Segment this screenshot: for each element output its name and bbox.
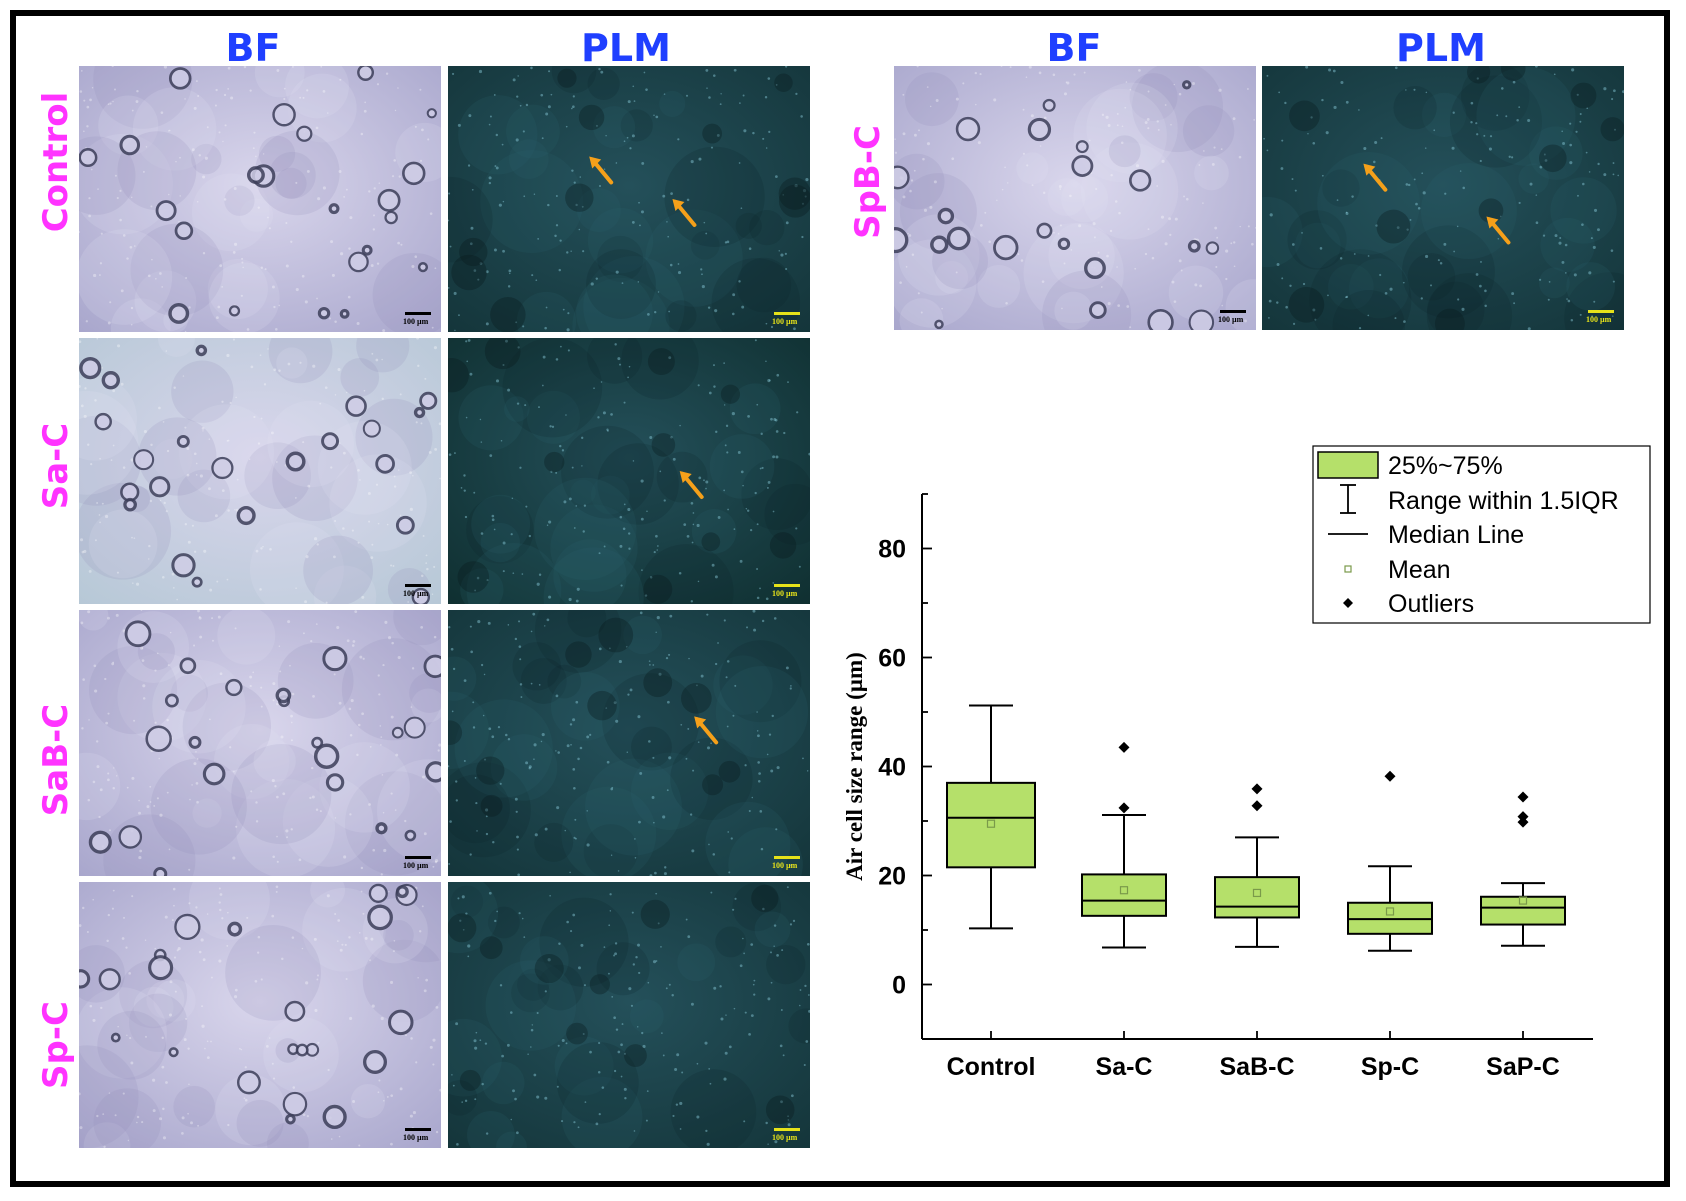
outlier-point [1517, 811, 1529, 823]
box-sa-c [1081, 741, 1167, 949]
legend: 25%~75% Range within 1.5IQR Median Line Mea… [1312, 445, 1651, 624]
legend-entry-label: Mean [1388, 556, 1451, 584]
bf-micrograph-sa-c [79, 338, 441, 604]
box-sp-c [1347, 770, 1433, 952]
outlier-point [1517, 791, 1529, 803]
scale-bar-label: 100 µm [772, 317, 798, 326]
scale-bar [774, 1128, 800, 1131]
scale-bar [774, 856, 800, 859]
legend-swatch-mean [1344, 565, 1352, 573]
legend-entry-label: Range within 1.5IQR [1388, 487, 1619, 515]
scale-bar [405, 1128, 431, 1131]
x-tick-label: Control [947, 1053, 1036, 1081]
mean-marker [1518, 896, 1528, 905]
legend-entry-label: Median Line [1388, 521, 1524, 549]
x-tick-label: Sa-C [1096, 1053, 1153, 1081]
bf-micrograph-control [79, 66, 441, 332]
box-sab-c [1214, 783, 1300, 948]
col-header-plm-left: PLM [581, 26, 671, 70]
scale-bar-label: 100 µm [403, 861, 429, 870]
legend-swatch-box [1317, 451, 1379, 479]
bf-micrograph-sab-c [79, 610, 441, 876]
y-tick-label: 0 [892, 972, 906, 1000]
scale-bar [774, 312, 800, 315]
col-header-bf-right: BF [1046, 26, 1102, 70]
scale-bar-label: 100 µm [1218, 315, 1244, 324]
mean-marker [1119, 886, 1129, 895]
annotation-arrow-icon [1486, 216, 1511, 245]
iqr-box [1081, 873, 1167, 917]
box-sap-c [1480, 791, 1566, 947]
annotation-arrow-icon [589, 156, 614, 185]
scale-bar-label: 100 µm [403, 1133, 429, 1142]
mean-marker [986, 819, 996, 828]
iqr-box [946, 781, 1036, 869]
scale-bar-label: 100 µm [403, 589, 429, 598]
scale-bar-label: 100 µm [772, 589, 798, 598]
plm-micrograph-sab-c [448, 610, 810, 876]
x-tick-label: Sp-C [1361, 1053, 1419, 1081]
outlier-point [1251, 800, 1263, 812]
legend-entry-label: 25%~75% [1388, 452, 1503, 480]
y-tick-label: 80 [878, 536, 906, 564]
plm-micrograph-sp-c [448, 882, 810, 1148]
annotation-arrow-icon [694, 716, 719, 745]
plm-micrograph-spb-c [1262, 66, 1624, 330]
annotation-arrow-icon [1363, 163, 1388, 192]
x-tick-label: SaB-C [1219, 1053, 1294, 1081]
iqr-box [1480, 895, 1566, 926]
iqr-box [1214, 876, 1300, 919]
plm-micrograph-sa-c [448, 338, 810, 604]
scale-bar-label: 100 µm [403, 317, 429, 326]
scale-bar [1588, 310, 1614, 313]
bf-micrograph-sp-c [79, 882, 441, 1148]
col-header-plm-right: PLM [1396, 26, 1486, 70]
box-control [946, 704, 1036, 930]
scale-bar-label: 100 µm [772, 1133, 798, 1142]
scale-bar [405, 584, 431, 587]
scale-bar [405, 312, 431, 315]
mean-marker [1385, 907, 1395, 916]
y-tick-label: 40 [878, 754, 906, 782]
outlier-point [1118, 802, 1130, 814]
col-header-bf-left: BF [225, 26, 281, 70]
scale-bar [405, 856, 431, 859]
scale-bar-label: 100 µm [772, 861, 798, 870]
outlier-point [1118, 741, 1130, 753]
outlier-point [1251, 783, 1263, 795]
scale-bar [1220, 310, 1246, 313]
scale-bar [774, 584, 800, 587]
x-tick-label: SaP-C [1486, 1053, 1560, 1081]
mean-marker [1252, 888, 1262, 898]
y-axis-label: Air cell size range (µm) [842, 652, 867, 881]
legend-swatch-outlier [1343, 598, 1353, 608]
outlier-point [1384, 770, 1396, 782]
y-tick-label: 20 [878, 863, 906, 891]
plm-micrograph-control [448, 66, 810, 332]
scale-bar-label: 100 µm [1586, 315, 1612, 324]
bf-micrograph-spb-c [894, 66, 1256, 330]
annotation-arrow-icon [672, 199, 697, 227]
annotation-arrow-icon [679, 471, 704, 499]
legend-entry-label: Outliers [1388, 590, 1474, 618]
y-tick-label: 60 [878, 645, 906, 673]
